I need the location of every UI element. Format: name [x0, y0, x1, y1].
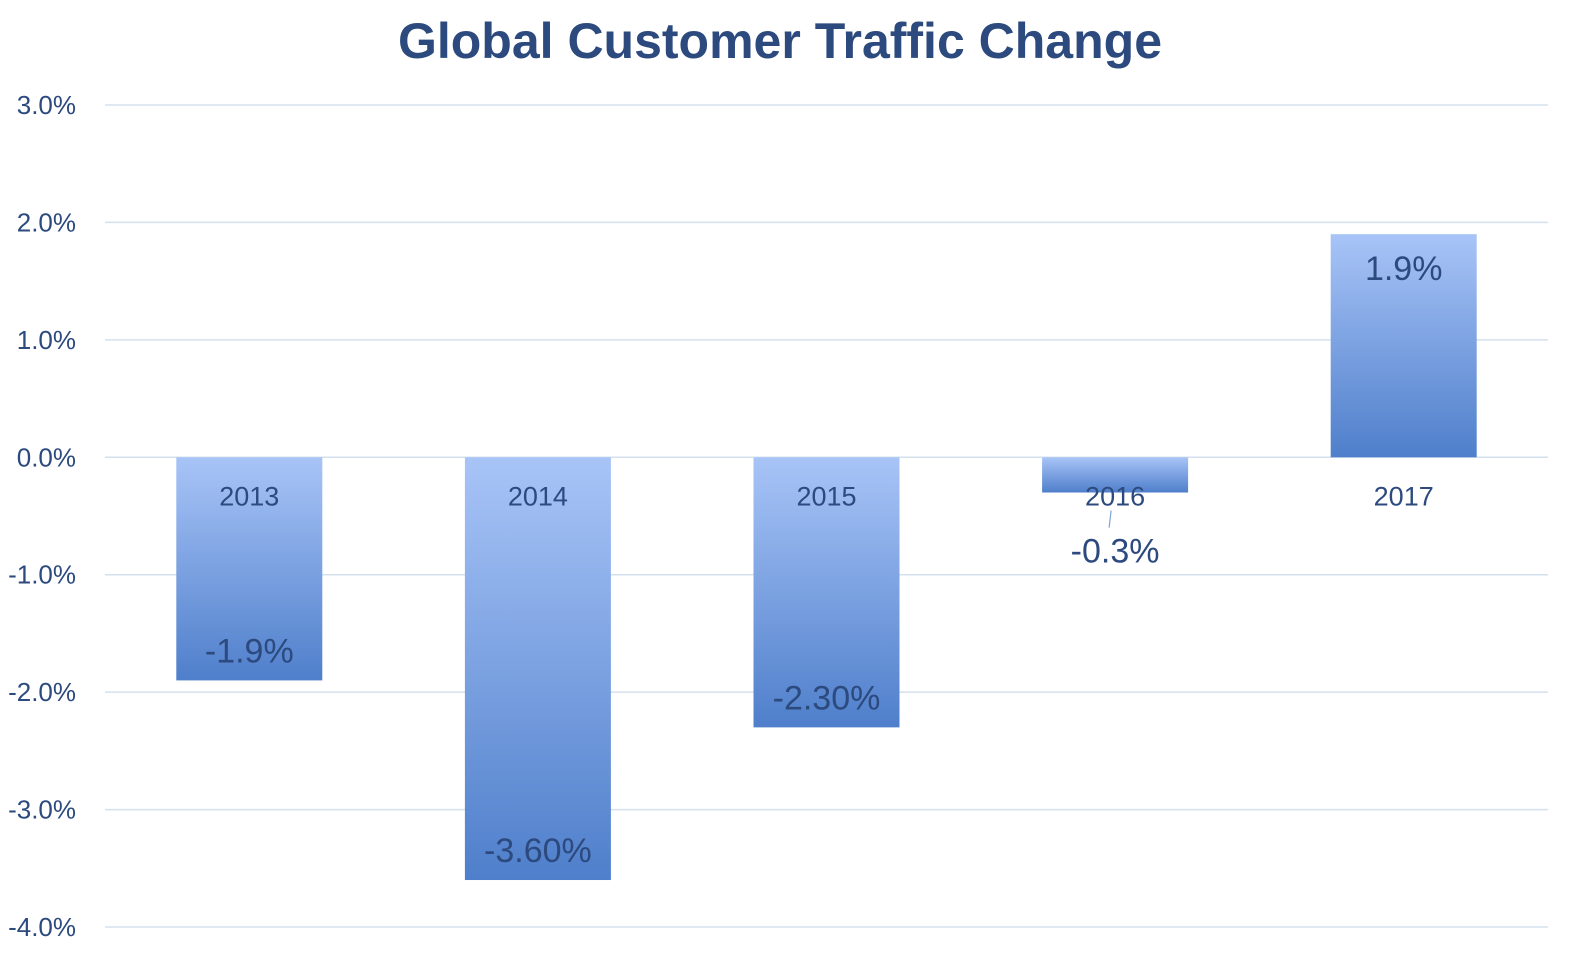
x-tick-label: 2013 — [219, 481, 279, 511]
x-axis: 2013 2014 2015 2016 2017 — [219, 481, 1433, 511]
y-tick-label: -2.0% — [8, 677, 76, 707]
y-tick-label: -4.0% — [8, 912, 76, 942]
y-tick-label: 3.0% — [17, 90, 76, 120]
chart-title: Global Customer Traffic Change — [397, 13, 1162, 69]
bar-2013 — [176, 457, 323, 681]
y-tick-label: -3.0% — [8, 795, 76, 825]
bar-2015 — [753, 457, 900, 728]
y-tick-label: 2.0% — [17, 207, 76, 237]
x-tick-label: 2016 — [1085, 481, 1145, 511]
data-label: -2.30% — [773, 679, 881, 717]
data-label: -3.60% — [484, 832, 592, 870]
x-tick-label: 2015 — [796, 481, 856, 511]
x-tick-label: 2014 — [508, 481, 568, 511]
data-label-leader — [1108, 510, 1112, 528]
data-label: -0.3% — [1071, 533, 1160, 571]
bars — [176, 234, 1477, 881]
y-axis: 3.0% 2.0% 1.0% 0.0% -1.0% -2.0% -3.0% -4.0% — [8, 90, 76, 942]
y-tick-label: -1.0% — [8, 560, 76, 590]
data-label: -1.9% — [205, 632, 294, 670]
x-tick-label: 2017 — [1374, 481, 1434, 511]
bar-2014 — [464, 457, 611, 881]
data-label: 1.9% — [1365, 250, 1443, 288]
bar-2017 — [1330, 234, 1477, 458]
bar-2016 — [1042, 457, 1189, 493]
data-labels: -1.9% -3.60% -2.30% -0.3% 1.9% — [205, 250, 1443, 870]
y-tick-label: 1.0% — [17, 325, 76, 355]
y-tick-label: 0.0% — [17, 442, 76, 472]
